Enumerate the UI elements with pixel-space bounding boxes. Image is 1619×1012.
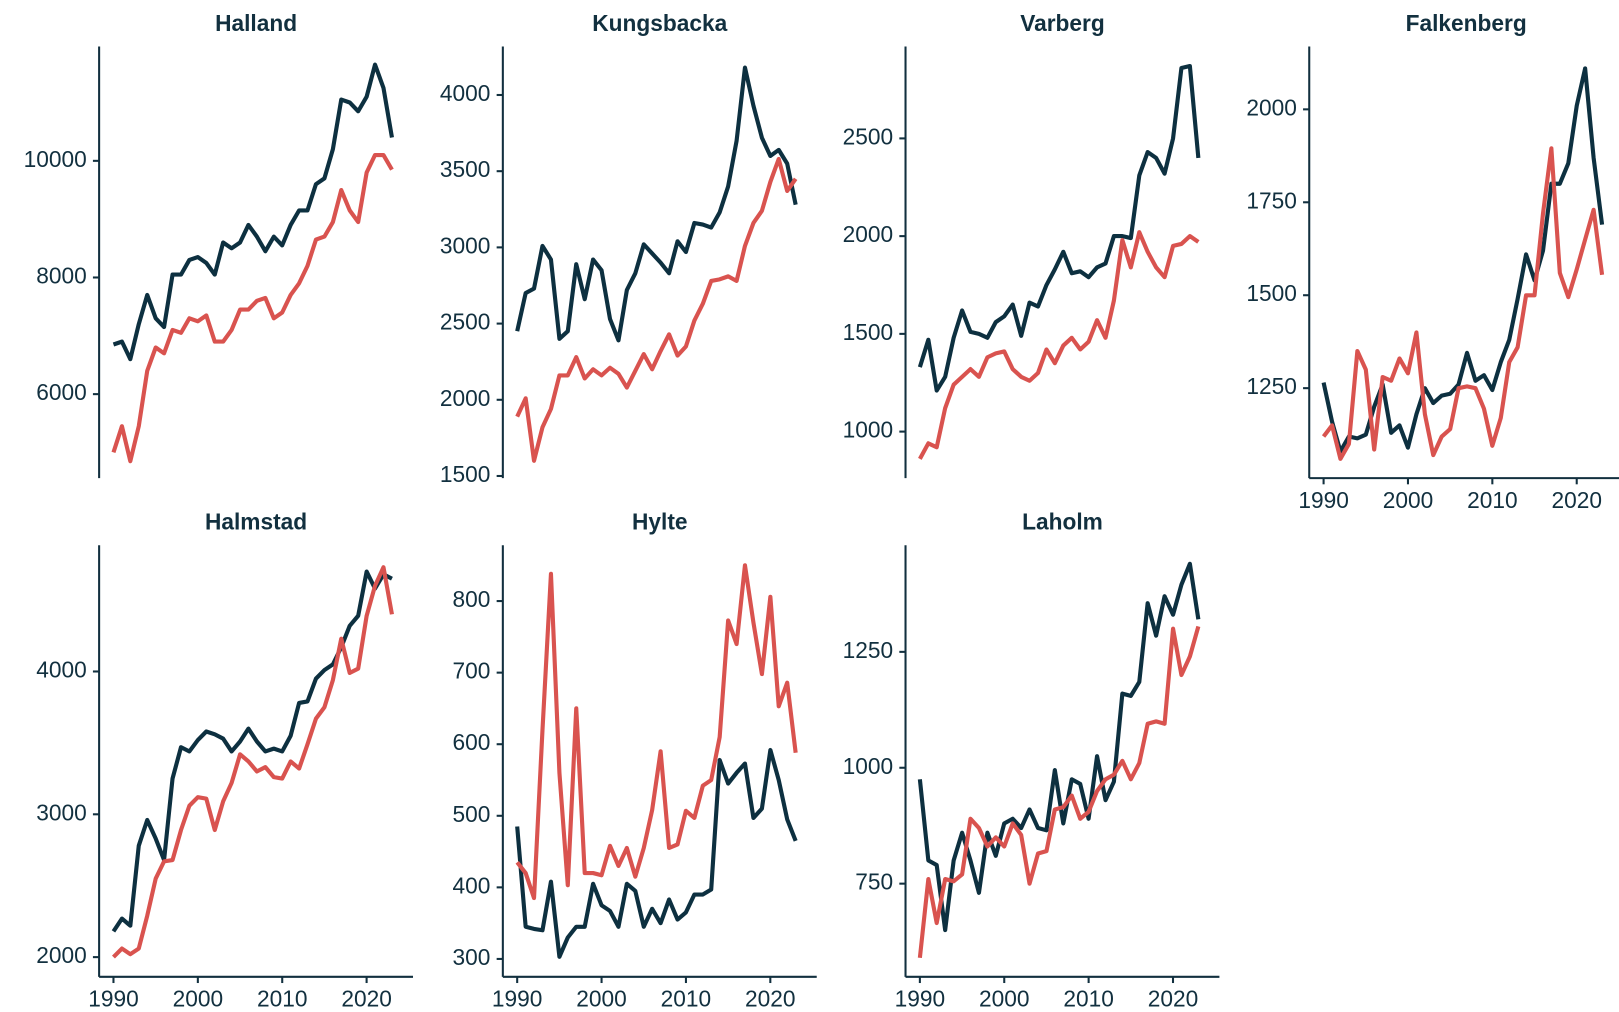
y-tick-label: 2000 [843, 221, 894, 247]
series-line [917, 625, 1201, 959]
series-line [111, 152, 394, 464]
panel-title: Hylte [632, 509, 688, 535]
x-tick-label: 2010 [1467, 487, 1518, 513]
x-tick-label: 2020 [1148, 986, 1199, 1012]
y-tick-label: 750 [855, 869, 893, 895]
x-tick-label: 2000 [173, 986, 224, 1012]
x-tick-label: 2020 [341, 986, 392, 1012]
series-line [111, 569, 393, 933]
y-tick-label: 300 [453, 944, 491, 970]
series-line [515, 156, 798, 463]
y-tick-label: 1000 [843, 753, 894, 779]
y-tick-label: 1750 [1246, 187, 1297, 213]
panel-title: Halland [215, 10, 297, 36]
x-tick-label: 2020 [745, 986, 796, 1012]
x-tick-label: 1990 [1298, 487, 1349, 513]
y-tick-label: 8000 [36, 262, 87, 288]
panel-title: Falkenberg [1406, 10, 1527, 36]
series-line [515, 65, 798, 343]
series-line [112, 565, 394, 959]
series-line [515, 563, 798, 901]
y-tick-label: 1250 [1246, 373, 1297, 399]
y-tick-label: 500 [453, 801, 491, 827]
y-tick-label: 600 [453, 729, 491, 755]
y-tick-label: 4000 [440, 80, 491, 106]
y-tick-label: 1000 [843, 417, 894, 443]
y-tick-label: 400 [453, 872, 491, 898]
y-tick-label: 3500 [440, 156, 491, 182]
y-tick-label: 4000 [36, 656, 87, 682]
y-tick-label: 3000 [36, 799, 87, 825]
y-tick-label: 700 [453, 658, 491, 684]
x-tick-label: 1990 [492, 986, 543, 1012]
panel-title: Laholm [1022, 509, 1103, 535]
y-tick-label: 2500 [440, 309, 491, 335]
x-tick-label: 2010 [1063, 986, 1114, 1012]
x-tick-label: 1990 [88, 986, 139, 1012]
x-tick-label: 2000 [979, 986, 1030, 1012]
series-line [112, 62, 394, 362]
y-tick-label: 1500 [440, 461, 491, 487]
panel-title: Halmstad [205, 509, 307, 535]
x-tick-label: 2000 [576, 986, 627, 1012]
y-tick-label: 800 [453, 586, 491, 612]
y-tick-label: 2500 [843, 123, 894, 149]
x-tick-label: 2000 [1383, 487, 1434, 513]
x-tick-label: 2010 [257, 986, 308, 1012]
x-tick-label: 2020 [1551, 487, 1602, 513]
y-tick-label: 1500 [843, 319, 894, 345]
series-line [918, 230, 1200, 460]
y-tick-label: 1500 [1246, 280, 1297, 306]
series-line [917, 63, 1201, 393]
y-tick-label: 2000 [1246, 94, 1297, 120]
panel-title: Kungsbacka [592, 10, 727, 36]
series-line [515, 747, 798, 959]
x-tick-label: 1990 [895, 986, 946, 1012]
y-tick-label: 1250 [843, 637, 894, 663]
panel-title: Varberg [1020, 10, 1105, 36]
y-tick-label: 2000 [36, 942, 87, 968]
y-tick-label: 6000 [36, 379, 87, 405]
y-tick-label: 2000 [440, 385, 491, 411]
series-line [1321, 146, 1605, 461]
y-tick-label: 10000 [24, 146, 87, 172]
y-tick-label: 3000 [440, 232, 491, 258]
x-tick-label: 2010 [661, 986, 712, 1012]
